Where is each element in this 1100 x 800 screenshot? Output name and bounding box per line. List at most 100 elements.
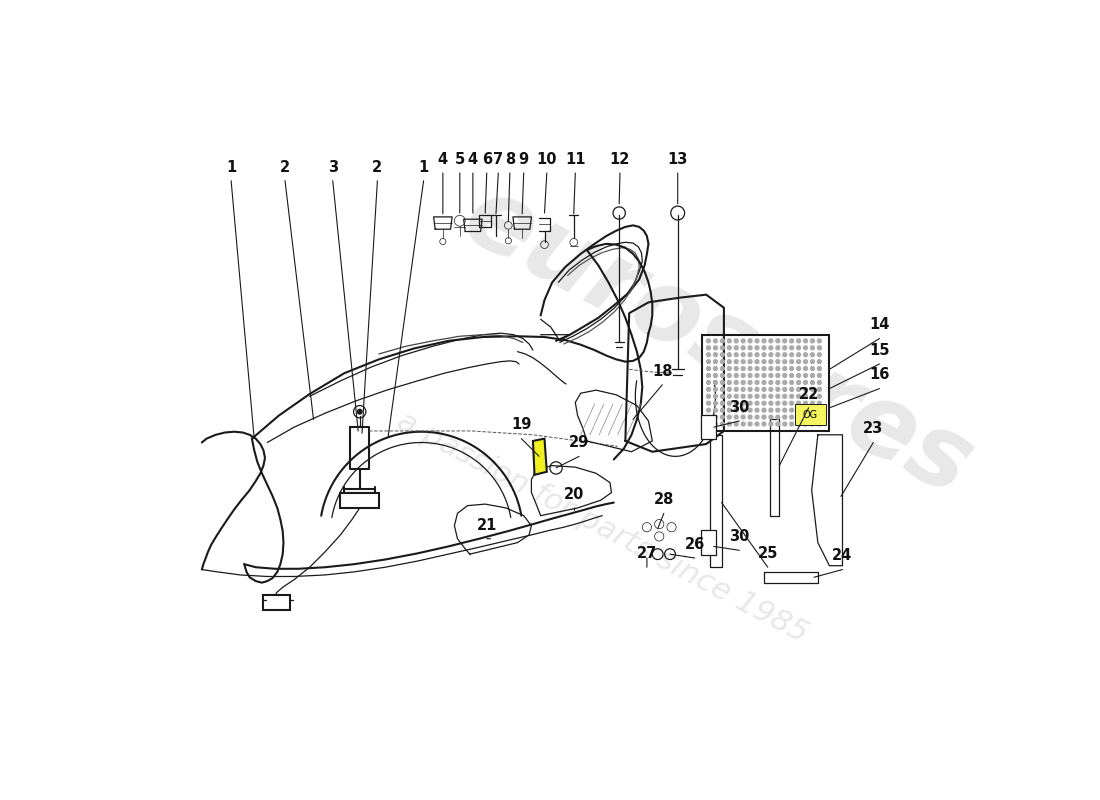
Circle shape: [783, 394, 786, 398]
Text: 23: 23: [864, 422, 883, 436]
Circle shape: [762, 387, 766, 391]
Circle shape: [796, 346, 801, 350]
Circle shape: [811, 394, 814, 398]
Circle shape: [706, 339, 711, 342]
Text: 10: 10: [537, 152, 557, 167]
Circle shape: [790, 353, 793, 357]
Circle shape: [741, 360, 745, 363]
Circle shape: [817, 366, 822, 370]
Circle shape: [811, 381, 814, 384]
Circle shape: [796, 353, 801, 357]
Circle shape: [776, 339, 780, 342]
Circle shape: [796, 381, 801, 384]
Circle shape: [783, 374, 786, 378]
Circle shape: [769, 422, 773, 426]
Circle shape: [817, 422, 822, 426]
Circle shape: [776, 394, 780, 398]
Circle shape: [358, 410, 362, 414]
Circle shape: [720, 346, 724, 350]
Text: OG: OG: [803, 410, 817, 420]
Circle shape: [706, 353, 711, 357]
Circle shape: [776, 360, 780, 363]
Circle shape: [735, 346, 738, 350]
Text: 3: 3: [328, 159, 338, 174]
Circle shape: [790, 366, 793, 370]
Circle shape: [769, 366, 773, 370]
Text: 12: 12: [609, 152, 630, 167]
Circle shape: [735, 402, 738, 405]
Circle shape: [783, 339, 786, 342]
Circle shape: [748, 374, 752, 378]
Circle shape: [735, 360, 738, 363]
Circle shape: [727, 402, 732, 405]
Circle shape: [748, 402, 752, 405]
Circle shape: [796, 387, 801, 391]
Circle shape: [755, 353, 759, 357]
Circle shape: [755, 346, 759, 350]
Circle shape: [804, 360, 807, 363]
Circle shape: [720, 408, 724, 412]
Circle shape: [714, 415, 717, 419]
Circle shape: [811, 402, 814, 405]
Circle shape: [706, 408, 711, 412]
Circle shape: [811, 353, 814, 357]
Circle shape: [727, 346, 732, 350]
Circle shape: [741, 353, 745, 357]
Circle shape: [762, 374, 766, 378]
Circle shape: [790, 381, 793, 384]
Circle shape: [804, 346, 807, 350]
Text: 16: 16: [869, 367, 890, 382]
Circle shape: [796, 394, 801, 398]
Circle shape: [804, 415, 807, 419]
Circle shape: [735, 408, 738, 412]
Circle shape: [796, 339, 801, 342]
Text: 22: 22: [799, 386, 818, 402]
Text: eurosares: eurosares: [448, 168, 988, 517]
Circle shape: [769, 360, 773, 363]
Circle shape: [796, 374, 801, 378]
Circle shape: [727, 408, 732, 412]
Circle shape: [741, 346, 745, 350]
Circle shape: [796, 366, 801, 370]
Text: 21: 21: [476, 518, 497, 533]
Circle shape: [748, 394, 752, 398]
Circle shape: [817, 360, 822, 363]
Circle shape: [762, 408, 766, 412]
Text: 2: 2: [372, 159, 383, 174]
Circle shape: [811, 339, 814, 342]
Circle shape: [804, 366, 807, 370]
Text: 29: 29: [569, 435, 590, 450]
Circle shape: [790, 422, 793, 426]
Circle shape: [804, 353, 807, 357]
Circle shape: [714, 346, 717, 350]
Circle shape: [804, 408, 807, 412]
Circle shape: [804, 381, 807, 384]
Circle shape: [783, 422, 786, 426]
Circle shape: [769, 381, 773, 384]
Circle shape: [755, 387, 759, 391]
Circle shape: [817, 381, 822, 384]
Text: 20: 20: [564, 486, 585, 502]
Text: 26: 26: [684, 537, 705, 552]
Circle shape: [811, 408, 814, 412]
Circle shape: [769, 415, 773, 419]
Circle shape: [776, 346, 780, 350]
Circle shape: [783, 353, 786, 357]
Circle shape: [741, 402, 745, 405]
Text: 6: 6: [482, 152, 492, 167]
Circle shape: [804, 402, 807, 405]
Circle shape: [776, 408, 780, 412]
Text: 27: 27: [637, 546, 657, 561]
Circle shape: [762, 346, 766, 350]
Circle shape: [755, 415, 759, 419]
Circle shape: [762, 402, 766, 405]
Circle shape: [776, 387, 780, 391]
Circle shape: [748, 408, 752, 412]
Circle shape: [706, 422, 711, 426]
Circle shape: [811, 387, 814, 391]
Circle shape: [741, 422, 745, 426]
Circle shape: [762, 366, 766, 370]
Circle shape: [762, 339, 766, 342]
Circle shape: [776, 415, 780, 419]
Circle shape: [714, 374, 717, 378]
